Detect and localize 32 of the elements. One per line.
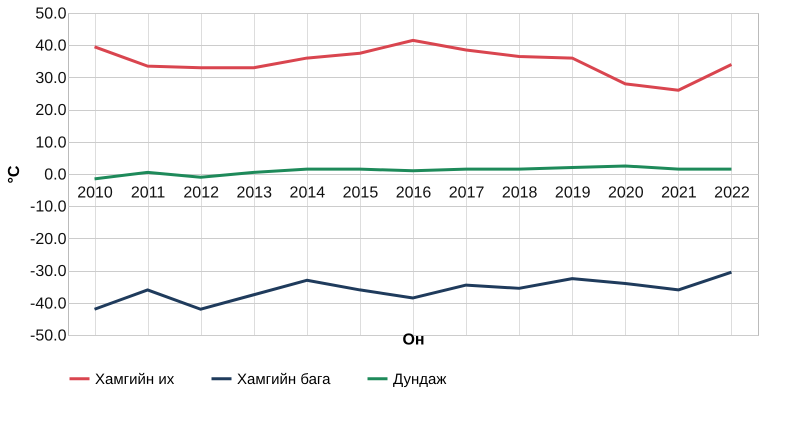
x-tick-label: 2021 <box>661 184 697 202</box>
x-axis-title: Он <box>402 332 425 348</box>
y-tick-label: 50.0 <box>35 6 67 22</box>
x-tick-label: 2011 <box>130 184 166 202</box>
x-tick-label: 2019 <box>554 184 591 202</box>
y-tick-label: 20.0 <box>35 102 67 120</box>
y-tick-label: -50.0 <box>30 328 67 344</box>
line-series <box>93 270 733 311</box>
y-tick-label: 10.0 <box>35 134 67 152</box>
x-tick-label: 2015 <box>342 184 378 202</box>
line-series <box>93 38 733 92</box>
legend-label: Хамгийн бага <box>237 370 332 388</box>
x-tick-label: 2022 <box>714 184 750 202</box>
y-tick-label: -40.0 <box>30 295 67 312</box>
line-series <box>93 164 733 180</box>
y-tick-label: -10.0 <box>30 198 67 216</box>
x-tick-label: 2013 <box>236 184 272 202</box>
y-tick-label: 30.0 <box>35 70 67 87</box>
y-tick-label: -20.0 <box>30 230 67 248</box>
y-tick-label: 0.0 <box>44 166 67 184</box>
x-tick-label: 2014 <box>290 184 326 202</box>
y-axis-title: °C <box>6 165 24 184</box>
x-tick-label: 2016 <box>396 184 432 202</box>
x-tick-label: 2010 <box>77 184 113 202</box>
y-tick-label: 40.0 <box>35 38 67 55</box>
x-tick-label: 2018 <box>502 184 538 202</box>
x-tick-label: 2020 <box>608 184 644 202</box>
legend-label: Хамгийн их <box>95 370 175 388</box>
x-tick-label: 2012 <box>183 184 220 202</box>
legend-label: Дундаж <box>393 370 446 388</box>
y-tick-label: -30.0 <box>30 263 67 280</box>
x-tick-label: 2017 <box>448 184 484 202</box>
